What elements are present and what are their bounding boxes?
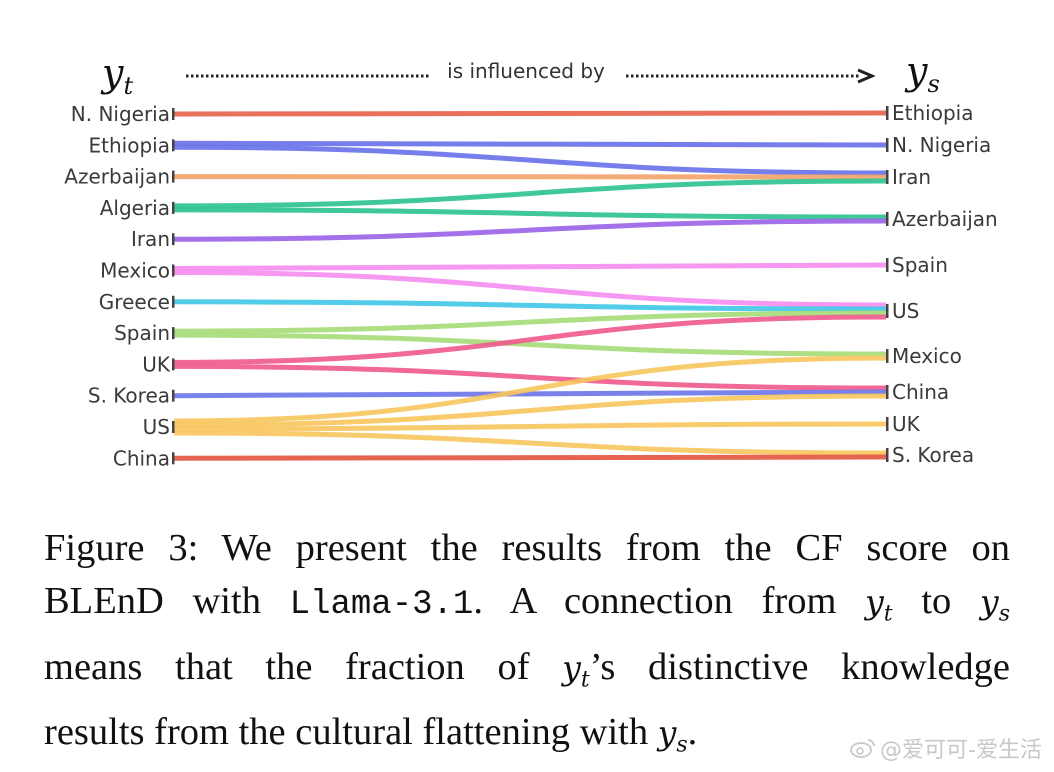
weibo-icon xyxy=(850,737,876,759)
target-node-azerbaijan xyxy=(886,212,889,226)
caption-text: Figure 3: We present the results from th… xyxy=(44,527,1010,569)
source-label-s-korea: S. Korea xyxy=(88,384,170,408)
flow-ethiopia-to-iran xyxy=(174,147,886,173)
source-label-ethiopia: Ethiopia xyxy=(89,133,170,157)
target-label-spain: Spain xyxy=(892,253,948,277)
flow-algeria-to-iran xyxy=(174,181,886,206)
source-node-azerbaijan xyxy=(172,171,175,183)
source-label-mexico: Mexico xyxy=(100,259,170,283)
flow-uk-to-china xyxy=(174,366,886,388)
caption-text: . A connection from xyxy=(473,580,865,622)
target-labels: Ethiopia N. Nigeria Iran Azerbaijan Spain US M… xyxy=(886,101,998,467)
source-node-us xyxy=(172,421,175,433)
flow-ethiopia-to-n-nigeria xyxy=(174,143,886,145)
target-label-china: China xyxy=(892,380,949,404)
caption-math: ys xyxy=(980,582,1010,621)
target-node-china xyxy=(886,385,889,399)
source-node-mexico xyxy=(172,265,175,277)
source-node-greece xyxy=(172,296,175,308)
watermark-text: @爱可可-爱生活 xyxy=(880,732,1042,764)
arrow-label: is influenced by xyxy=(447,59,605,83)
source-label-algeria: Algeria xyxy=(100,196,170,220)
source-label-iran: Iran xyxy=(131,227,170,251)
caption-math: yt xyxy=(865,582,893,621)
caption-line: Figure 3: We present the results from th… xyxy=(44,522,1010,575)
source-label-uk: UK xyxy=(142,352,171,376)
watermark: @爱可可-爱生活 xyxy=(850,732,1042,764)
target-node-uk xyxy=(886,417,889,431)
source-labels: N. Nigeria Ethiopia Azerbaijan Algeria Iran M… xyxy=(64,102,174,470)
right-header-ys: ys xyxy=(904,49,940,98)
flow-algeria-to-azerbaijan xyxy=(174,210,886,217)
target-label-n-nigeria: N. Nigeria xyxy=(892,133,991,157)
source-node-china xyxy=(172,452,175,464)
target-label-iran: Iran xyxy=(892,165,931,189)
source-label-spain: Spain xyxy=(114,321,170,345)
target-label-mexico: Mexico xyxy=(892,344,962,368)
caption-line: BLEnD with Llama-3.1. A connection from … xyxy=(44,575,1010,641)
caption-code: Llama-3.1 xyxy=(290,586,474,624)
caption-text: means that the fraction of xyxy=(44,646,562,688)
caption-line: means that the fraction of yt’s distinct… xyxy=(44,641,1010,707)
source-label-n-nigeria: N. Nigeria xyxy=(71,102,170,126)
flow-n-nigeria-to-ethiopia xyxy=(174,113,886,114)
target-node-spain xyxy=(886,258,889,272)
source-node-uk xyxy=(172,358,175,370)
source-node-algeria xyxy=(172,202,175,214)
flow-connections xyxy=(174,113,886,458)
target-node-ethiopia xyxy=(886,106,889,120)
caption-text: ’s distinctive knowledge xyxy=(590,646,1010,688)
source-node-iran xyxy=(172,233,175,245)
target-node-us xyxy=(886,304,889,318)
source-label-azerbaijan: Azerbaijan xyxy=(64,165,170,189)
flow-iran-to-azerbaijan xyxy=(174,221,886,239)
left-header-yt: yt xyxy=(100,51,133,100)
caption-text: to xyxy=(893,580,980,622)
flow-mexico-to-spain xyxy=(174,265,886,269)
target-label-us: US xyxy=(892,299,919,323)
flow-spain-to-us xyxy=(174,313,886,331)
flow-us-to-s-korea xyxy=(174,433,886,453)
caption-text: BLEnD with xyxy=(44,580,290,622)
source-node-n-nigeria xyxy=(172,108,175,120)
source-node-spain xyxy=(172,327,175,339)
source-label-greece: Greece xyxy=(99,290,170,314)
source-label-us: US xyxy=(143,415,170,439)
target-node-n-nigeria xyxy=(886,138,889,152)
target-label-azerbaijan: Azerbaijan xyxy=(892,207,998,231)
flow-china-to-s-korea xyxy=(174,457,886,458)
target-label-s-korea: S. Korea xyxy=(892,443,974,467)
caption-math: yt xyxy=(562,648,590,687)
target-label-uk: UK xyxy=(892,412,921,436)
source-node-s-korea xyxy=(172,390,175,402)
caption-text: results from the cultural flattening wit… xyxy=(44,711,658,753)
target-node-s-korea xyxy=(886,448,889,462)
caption-text: . xyxy=(688,711,698,753)
arrow-head-icon xyxy=(858,70,872,82)
source-node-ethiopia xyxy=(172,139,175,151)
target-node-mexico xyxy=(886,349,889,363)
source-label-china: China xyxy=(113,446,170,470)
influence-flow-diagram: yt ys is influenced by N. NigeriaEthiopi… xyxy=(0,0,1054,500)
target-node-iran xyxy=(886,170,889,184)
caption-math: ys xyxy=(658,713,688,752)
target-label-ethiopia: Ethiopia xyxy=(892,101,973,125)
